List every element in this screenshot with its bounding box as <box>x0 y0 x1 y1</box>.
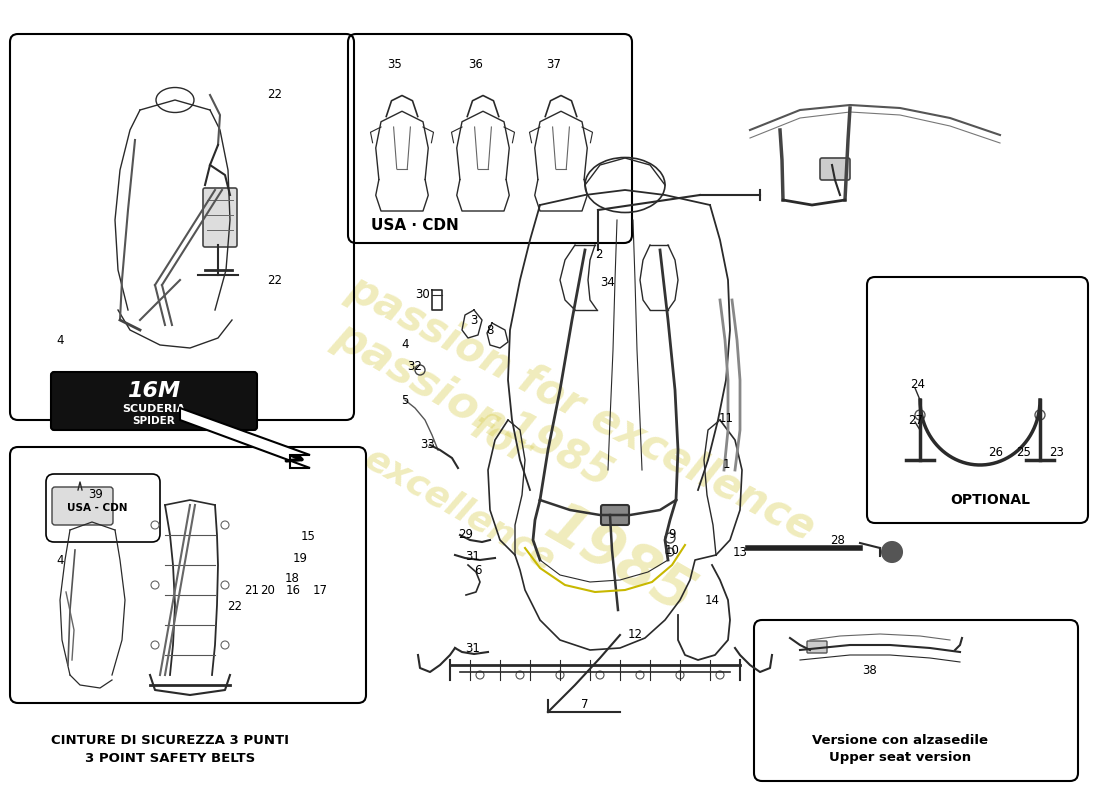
Text: 12: 12 <box>627 629 642 642</box>
Text: for: for <box>463 408 537 472</box>
Text: Upper seat version: Upper seat version <box>829 751 971 765</box>
Text: 33: 33 <box>420 438 436 451</box>
Text: 31: 31 <box>465 550 481 563</box>
Text: OPTIONAL: OPTIONAL <box>950 493 1030 507</box>
Text: passion: passion <box>326 314 514 446</box>
Text: 3: 3 <box>471 314 477 326</box>
Text: 11: 11 <box>718 411 734 425</box>
Text: 25: 25 <box>1016 446 1032 459</box>
Text: 8: 8 <box>486 323 494 337</box>
Text: SCUDERIA: SCUDERIA <box>122 404 186 414</box>
Text: 29: 29 <box>459 529 473 542</box>
Circle shape <box>882 542 902 562</box>
Text: 34: 34 <box>601 275 615 289</box>
FancyBboxPatch shape <box>807 641 827 653</box>
FancyBboxPatch shape <box>820 158 850 180</box>
Text: 24: 24 <box>911 378 925 391</box>
Text: 32: 32 <box>408 361 422 374</box>
Text: 16M: 16M <box>128 381 180 401</box>
Text: 22: 22 <box>267 274 283 286</box>
Text: 1985: 1985 <box>536 494 705 626</box>
Text: 6: 6 <box>474 563 482 577</box>
Text: 20: 20 <box>261 583 275 597</box>
Text: 4: 4 <box>56 554 64 566</box>
Text: 3 POINT SAFETY BELTS: 3 POINT SAFETY BELTS <box>85 751 255 765</box>
Text: Versione con alzasedile: Versione con alzasedile <box>812 734 988 746</box>
Text: excellence: excellence <box>359 442 561 578</box>
Text: 19: 19 <box>293 551 308 565</box>
FancyBboxPatch shape <box>601 505 629 525</box>
Text: 22: 22 <box>228 601 242 614</box>
Text: 18: 18 <box>285 571 299 585</box>
Text: 4: 4 <box>402 338 409 351</box>
Text: 10: 10 <box>664 543 680 557</box>
FancyBboxPatch shape <box>204 188 236 247</box>
Text: passion for excellence
1985: passion for excellence 1985 <box>318 267 823 593</box>
Text: 9: 9 <box>669 529 675 542</box>
Text: CINTURE DI SICUREZZA 3 PUNTI: CINTURE DI SICUREZZA 3 PUNTI <box>51 734 289 746</box>
Text: 4: 4 <box>56 334 64 346</box>
Text: 14: 14 <box>704 594 719 606</box>
Text: 37: 37 <box>547 58 561 71</box>
Text: 15: 15 <box>300 530 316 542</box>
Text: 21: 21 <box>244 583 260 597</box>
Text: 2: 2 <box>595 249 603 262</box>
Text: 36: 36 <box>469 58 483 71</box>
Text: 7: 7 <box>581 698 589 711</box>
Text: USA - CDN: USA - CDN <box>67 503 128 513</box>
Text: 27: 27 <box>909 414 924 426</box>
Text: 38: 38 <box>862 663 878 677</box>
Text: SPIDER: SPIDER <box>133 416 175 426</box>
Text: 35: 35 <box>387 58 403 71</box>
FancyBboxPatch shape <box>51 372 257 430</box>
FancyBboxPatch shape <box>52 487 113 525</box>
Text: 30: 30 <box>416 289 430 302</box>
Text: 1: 1 <box>723 458 729 471</box>
Text: 13: 13 <box>733 546 747 559</box>
Text: USA · CDN: USA · CDN <box>371 218 459 233</box>
Text: 16: 16 <box>286 583 300 597</box>
Text: 5: 5 <box>402 394 409 406</box>
Text: 26: 26 <box>989 446 1003 459</box>
Text: 39: 39 <box>89 487 103 501</box>
Text: 23: 23 <box>1049 446 1065 459</box>
Text: 28: 28 <box>830 534 846 546</box>
Text: 31: 31 <box>465 642 481 654</box>
Text: 22: 22 <box>267 89 283 102</box>
Polygon shape <box>180 408 310 468</box>
Text: 17: 17 <box>312 583 328 597</box>
